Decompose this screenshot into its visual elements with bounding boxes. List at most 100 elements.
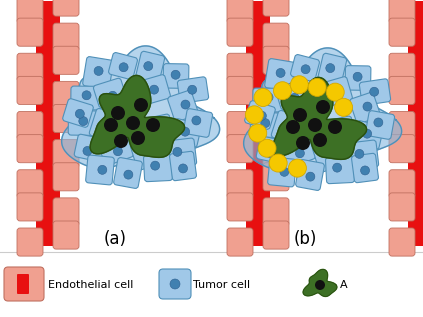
Circle shape (114, 134, 128, 148)
Circle shape (296, 136, 310, 150)
Circle shape (331, 125, 340, 133)
Text: (a): (a) (104, 230, 126, 248)
FancyBboxPatch shape (326, 156, 354, 184)
Circle shape (108, 91, 117, 100)
Circle shape (276, 68, 285, 77)
Circle shape (83, 146, 92, 155)
FancyBboxPatch shape (74, 134, 106, 162)
Circle shape (264, 93, 273, 102)
FancyBboxPatch shape (86, 155, 114, 185)
FancyBboxPatch shape (170, 119, 201, 147)
FancyBboxPatch shape (246, 1, 270, 246)
FancyBboxPatch shape (227, 0, 253, 23)
FancyBboxPatch shape (312, 138, 348, 172)
FancyBboxPatch shape (184, 109, 213, 137)
Circle shape (288, 159, 306, 177)
Circle shape (79, 117, 88, 126)
Text: (b): (b) (293, 230, 317, 248)
Circle shape (274, 82, 291, 100)
FancyBboxPatch shape (53, 139, 79, 168)
FancyBboxPatch shape (53, 163, 79, 191)
Circle shape (119, 63, 128, 72)
Circle shape (258, 139, 276, 157)
Circle shape (290, 76, 308, 94)
FancyBboxPatch shape (268, 157, 297, 187)
FancyBboxPatch shape (321, 116, 355, 144)
Polygon shape (90, 75, 184, 157)
FancyBboxPatch shape (17, 76, 43, 105)
Circle shape (181, 127, 190, 136)
FancyBboxPatch shape (352, 153, 379, 183)
Circle shape (82, 91, 91, 100)
FancyBboxPatch shape (170, 151, 196, 181)
Circle shape (326, 83, 344, 101)
Circle shape (245, 106, 264, 124)
Circle shape (144, 61, 153, 71)
FancyBboxPatch shape (263, 139, 289, 168)
Circle shape (75, 109, 84, 118)
FancyBboxPatch shape (163, 138, 197, 168)
Circle shape (280, 167, 289, 176)
Text: Endothelial cell: Endothelial cell (48, 280, 133, 290)
FancyBboxPatch shape (17, 170, 43, 198)
Polygon shape (303, 269, 337, 296)
FancyBboxPatch shape (163, 64, 189, 88)
FancyBboxPatch shape (263, 23, 289, 51)
FancyBboxPatch shape (63, 99, 93, 127)
Circle shape (265, 148, 274, 158)
FancyBboxPatch shape (263, 163, 289, 191)
FancyBboxPatch shape (227, 112, 253, 139)
FancyBboxPatch shape (17, 135, 43, 163)
FancyBboxPatch shape (130, 136, 166, 170)
Circle shape (293, 108, 307, 122)
Circle shape (308, 118, 322, 132)
FancyBboxPatch shape (350, 93, 380, 124)
Circle shape (254, 88, 272, 107)
Circle shape (124, 170, 133, 179)
FancyBboxPatch shape (280, 137, 316, 167)
Circle shape (179, 164, 187, 173)
FancyBboxPatch shape (53, 221, 79, 249)
FancyBboxPatch shape (17, 53, 43, 81)
FancyBboxPatch shape (139, 114, 173, 142)
Circle shape (316, 100, 330, 114)
Polygon shape (62, 46, 220, 178)
FancyBboxPatch shape (408, 1, 423, 246)
FancyBboxPatch shape (296, 159, 324, 191)
FancyBboxPatch shape (263, 105, 289, 133)
FancyBboxPatch shape (265, 59, 295, 91)
FancyBboxPatch shape (244, 101, 275, 129)
Circle shape (301, 65, 310, 74)
Circle shape (94, 67, 103, 75)
Circle shape (143, 146, 152, 155)
Circle shape (332, 87, 341, 96)
FancyBboxPatch shape (389, 193, 415, 221)
Text: A: A (340, 280, 348, 290)
FancyBboxPatch shape (53, 81, 79, 109)
Circle shape (286, 120, 300, 134)
FancyBboxPatch shape (360, 79, 390, 105)
Circle shape (288, 124, 297, 133)
Circle shape (269, 154, 287, 172)
Circle shape (170, 279, 180, 289)
Circle shape (113, 147, 122, 156)
Circle shape (363, 129, 372, 138)
FancyBboxPatch shape (17, 112, 43, 139)
FancyBboxPatch shape (227, 53, 253, 81)
Circle shape (104, 118, 118, 132)
FancyBboxPatch shape (53, 46, 79, 74)
FancyBboxPatch shape (263, 221, 289, 249)
FancyBboxPatch shape (136, 75, 170, 105)
FancyBboxPatch shape (227, 18, 253, 46)
FancyBboxPatch shape (53, 23, 79, 51)
FancyBboxPatch shape (256, 136, 288, 164)
FancyBboxPatch shape (365, 111, 395, 139)
Circle shape (181, 100, 190, 109)
Circle shape (326, 64, 335, 73)
Circle shape (306, 172, 315, 181)
Circle shape (151, 161, 159, 170)
Circle shape (353, 72, 362, 81)
Circle shape (249, 124, 267, 142)
FancyBboxPatch shape (99, 134, 133, 165)
FancyBboxPatch shape (318, 77, 352, 107)
